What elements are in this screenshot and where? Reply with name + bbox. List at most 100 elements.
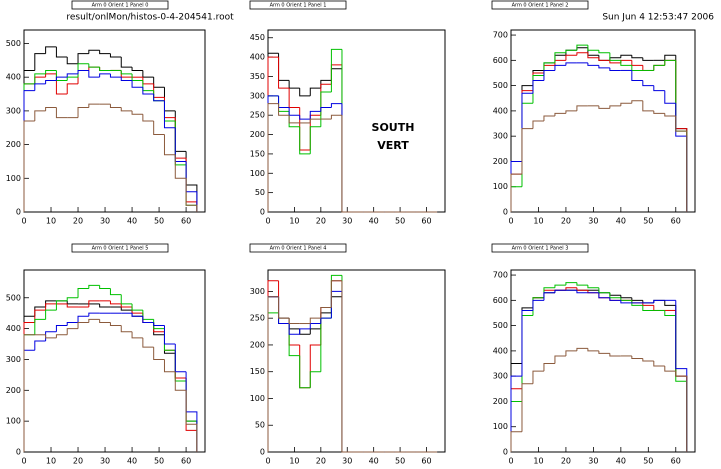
y-tick-label: 250 [250, 314, 265, 323]
histogram-bin [153, 94, 165, 102]
histogram-bin [565, 287, 577, 291]
histogram-bin [598, 65, 610, 69]
histogram-bin [109, 104, 122, 109]
histogram-bin [34, 340, 46, 351]
histogram-bin [34, 53, 46, 71]
y-tick-label: 300 [250, 287, 265, 296]
x-tick-label: 40 [127, 217, 137, 226]
histogram-bin [653, 361, 665, 367]
histogram-bin [142, 337, 154, 348]
histogram-bin [642, 358, 654, 362]
histogram-bin [598, 350, 610, 354]
histogram-bin [620, 102, 632, 106]
histogram-bin [510, 375, 522, 452]
histogram-bin [45, 309, 57, 320]
x-tick-label: 10 [533, 217, 543, 226]
y-tick-label: 200 [250, 130, 265, 139]
histogram-bin [642, 80, 654, 87]
histogram-bin [174, 371, 187, 391]
histogram-bin [620, 297, 632, 301]
histogram-bin [66, 328, 79, 335]
histogram-bin [99, 285, 111, 290]
histogram-bin [163, 325, 176, 345]
histogram-bin [664, 59, 676, 66]
histogram-bin [299, 115, 311, 120]
histogram-bin [66, 300, 79, 305]
histogram-bin [278, 296, 290, 319]
y-tick-label: 0 [16, 448, 21, 457]
histogram-bin [99, 303, 111, 308]
histogram-bin [66, 297, 79, 301]
histogram-bin [565, 62, 577, 66]
y-tick-label: 50 [255, 421, 265, 430]
histogram-bin [609, 297, 621, 301]
histogram-bin [142, 114, 154, 122]
histogram-bin [299, 88, 311, 97]
histogram-bin [77, 321, 89, 329]
histogram-bin [532, 75, 544, 104]
x-tick-label: 50 [643, 457, 653, 466]
frame [510, 269, 696, 453]
histogram-bin [576, 290, 588, 294]
histogram-bin [278, 103, 290, 116]
y-tick-label: 0 [16, 208, 21, 217]
histogram-bin [120, 70, 133, 75]
histogram-bin [543, 363, 555, 372]
histogram-bin [521, 383, 533, 432]
title-box [491, 243, 589, 253]
histogram-bin [320, 106, 332, 112]
y-tick-label: 500 [6, 293, 21, 302]
histogram-bin [267, 296, 279, 452]
y-tick-label: 500 [493, 81, 508, 90]
histogram-bin [55, 46, 68, 58]
x-tick-label: 30 [342, 217, 352, 226]
title-box [71, 243, 169, 253]
annotation: VERT [377, 139, 409, 152]
histogram-bin [330, 280, 342, 308]
histogram-bin [587, 348, 599, 352]
x-tick-label: 30 [588, 217, 598, 226]
y-tick-label: 700 [493, 31, 508, 40]
histogram-bin [664, 366, 676, 372]
histogram-bin [587, 45, 599, 51]
histogram-bin [664, 90, 676, 104]
histogram-bin [109, 300, 122, 305]
histogram-bin [554, 64, 566, 71]
histogram-bin [142, 316, 154, 323]
histogram-bin [642, 57, 654, 61]
histogram-bin [55, 76, 68, 81]
histogram-bin [131, 331, 143, 339]
histogram-bin [620, 300, 632, 304]
histogram-bin [66, 56, 79, 65]
histogram-bin [45, 107, 57, 111]
y-tick-label: 400 [493, 106, 508, 115]
histogram-bin [55, 107, 68, 119]
histogram-bin [109, 322, 122, 327]
panel-title: Arm 0 Orient 1 Panel 5 [92, 246, 149, 252]
histogram-bin [88, 312, 100, 317]
histogram-bin [543, 292, 555, 301]
title-box [249, 0, 347, 10]
x-tick-label: 60 [421, 457, 431, 466]
histogram-bin [23, 334, 35, 452]
histogram-bin [532, 80, 544, 94]
histogram-bin [120, 77, 133, 82]
histogram-bin [653, 299, 665, 303]
histogram-bin [55, 325, 68, 332]
histogram-bin [153, 347, 165, 360]
x-tick-label: 40 [616, 457, 626, 466]
histogram-bin [120, 107, 133, 112]
histogram-bin [55, 300, 68, 311]
title-box [249, 243, 347, 253]
histogram-bin [77, 288, 89, 298]
y-tick-label: 300 [6, 106, 21, 115]
histogram-bin [120, 325, 133, 333]
histogram-bin [587, 52, 599, 59]
y-tick-label: 700 [493, 271, 508, 280]
x-tick-label: 0 [265, 457, 270, 466]
x-tick-label: 50 [154, 217, 164, 226]
histogram-bin [330, 114, 342, 120]
histogram-bin [320, 306, 332, 319]
histogram-bin [34, 110, 46, 121]
histogram-bin [642, 100, 654, 112]
